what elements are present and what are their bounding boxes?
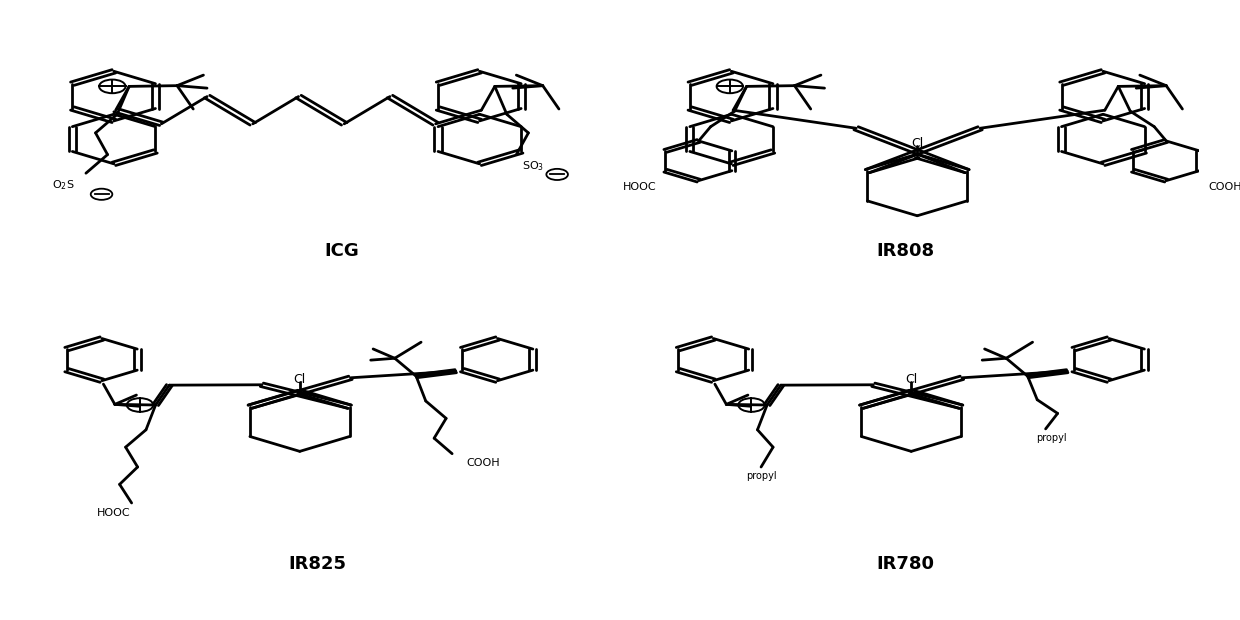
Text: Cl: Cl bbox=[294, 373, 306, 386]
Text: IR825: IR825 bbox=[289, 555, 347, 574]
Text: COOH: COOH bbox=[1208, 182, 1240, 192]
Text: Cl: Cl bbox=[911, 138, 924, 150]
Text: $\mathsf{O_2S}$: $\mathsf{O_2S}$ bbox=[52, 179, 74, 192]
Text: propyl: propyl bbox=[745, 471, 776, 481]
Text: COOH: COOH bbox=[466, 458, 500, 468]
Text: IR808: IR808 bbox=[877, 242, 934, 260]
Text: $\mathsf{SO_3}$: $\mathsf{SO_3}$ bbox=[522, 159, 544, 172]
Text: Cl: Cl bbox=[905, 373, 918, 386]
Text: HOOC: HOOC bbox=[622, 182, 657, 192]
Text: propyl: propyl bbox=[1037, 433, 1066, 443]
Text: HOOC: HOOC bbox=[97, 508, 130, 518]
Text: ICG: ICG bbox=[325, 242, 360, 260]
Text: IR780: IR780 bbox=[877, 555, 934, 574]
